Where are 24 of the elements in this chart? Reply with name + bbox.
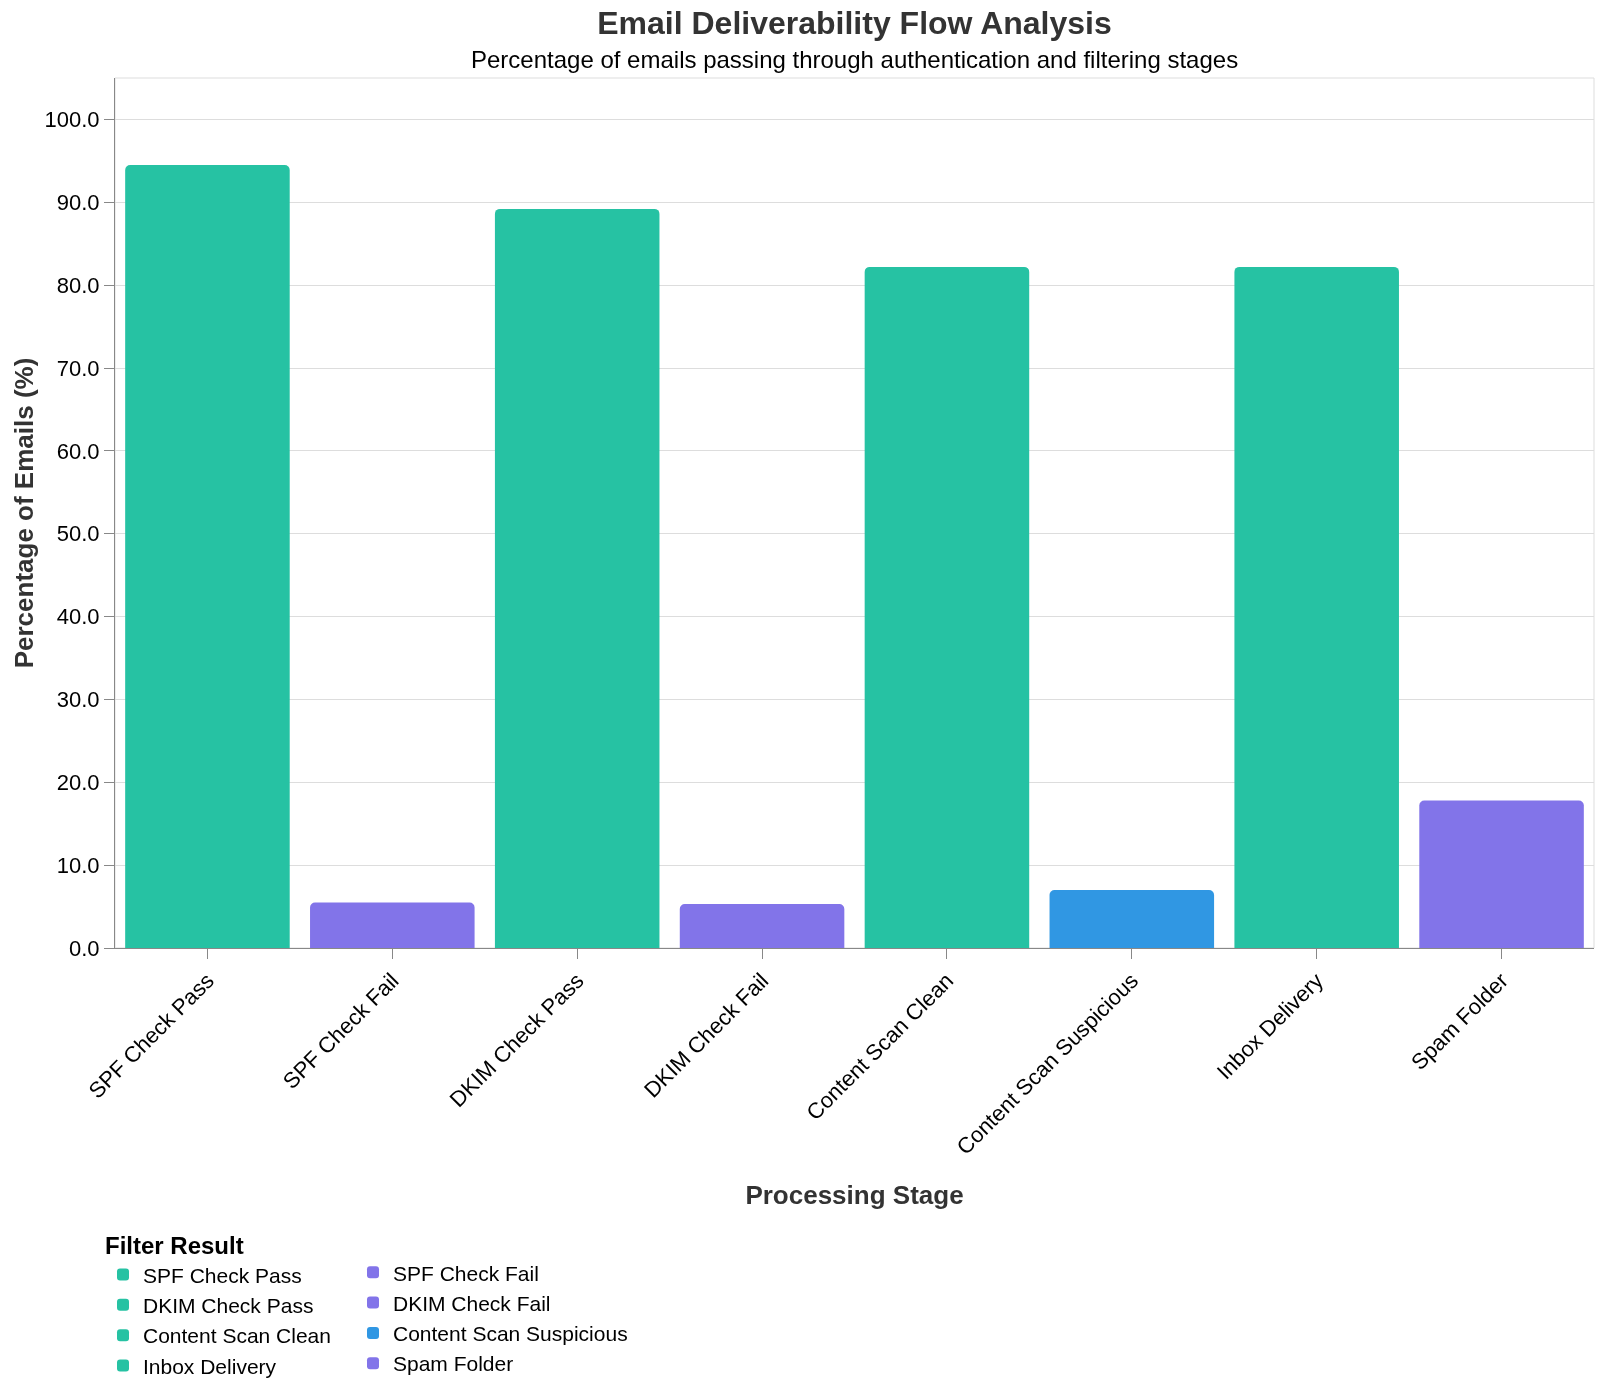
legend-label: DKIM Check Fail [393, 1291, 551, 1315]
x-axis-title: Processing Stage [745, 1180, 964, 1211]
y-tick-label: 80.0 [56, 272, 100, 298]
y-tick-label: 50.0 [56, 521, 100, 547]
y-tick-label: 100.0 [44, 107, 100, 133]
y-tick-label: 40.0 [56, 604, 100, 630]
chart-subtitle: Percentage of emails passing through authentication and filtering stages [471, 46, 1239, 73]
legend-label: SPF Check Pass [143, 1263, 302, 1287]
y-tick-label: 0.0 [69, 935, 100, 961]
y-tick-label: 90.0 [56, 189, 100, 215]
legend-label: DKIM Check Pass [143, 1294, 314, 1318]
y-tick-label: 70.0 [56, 355, 100, 381]
legend-label: Content Scan Suspicious [393, 1322, 628, 1346]
legend-label: Content Scan Clean [143, 1324, 331, 1348]
y-tick-label: 20.0 [56, 769, 100, 795]
legend-label: SPF Check Fail [393, 1261, 539, 1285]
legend-title: Filter Result [105, 1232, 244, 1260]
y-axis-title: Percentage of Emails (%) [8, 357, 39, 669]
legend-label: Spam Folder [393, 1352, 514, 1376]
y-tick-label: 60.0 [56, 438, 100, 464]
chart-title: Email Deliverability Flow Analysis [597, 5, 1112, 42]
y-tick-label: 10.0 [56, 852, 100, 878]
legend-label: Inbox Delivery [143, 1354, 277, 1378]
y-tick-label: 30.0 [56, 687, 100, 713]
